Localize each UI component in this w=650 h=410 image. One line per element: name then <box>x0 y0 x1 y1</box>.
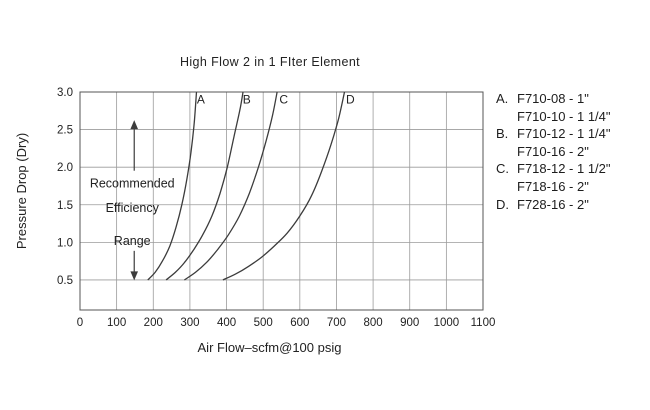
svg-text:200: 200 <box>144 317 163 329</box>
svg-text:700: 700 <box>327 317 346 329</box>
curve-label-C: C <box>279 93 288 107</box>
legend-item: B. F710-12 - 1 1/4" <box>496 125 611 143</box>
legend-item-letter <box>496 143 517 161</box>
legend-item-letter: D. <box>496 196 509 212</box>
svg-text:900: 900 <box>400 317 419 329</box>
annotation-text: Recommended <box>90 177 175 191</box>
legend-item-letter <box>496 108 517 126</box>
legend-item: F710-16 - 2" <box>496 143 611 161</box>
curve-C <box>184 91 278 281</box>
legend-item: F718-16 - 2" <box>496 178 611 196</box>
svg-text:500: 500 <box>254 317 273 329</box>
y-axis-label: Pressure Drop (Dry) <box>14 133 29 249</box>
svg-text:1000: 1000 <box>434 317 460 329</box>
legend-item: A. F710-08 - 1" <box>496 90 611 108</box>
legend-item-letter <box>496 178 517 196</box>
curve-D <box>222 91 346 281</box>
svg-text:1.5: 1.5 <box>57 200 73 212</box>
curve-label-A: A <box>197 93 205 107</box>
legend-item-label: F728-16 - 2" <box>517 196 589 212</box>
curve-B <box>165 91 244 281</box>
legend-item-letter: A. <box>496 91 509 106</box>
legend-item-label: F710-10 - 1 1/4" <box>517 108 611 124</box>
svg-text:1.0: 1.0 <box>57 237 73 249</box>
curve-label-B: B <box>243 93 251 107</box>
svg-text:0.5: 0.5 <box>57 275 73 287</box>
svg-text:400: 400 <box>217 317 236 329</box>
arrow-down-icon <box>130 271 139 281</box>
legend-item: D. F728-16 - 2" <box>496 196 611 214</box>
svg-text:600: 600 <box>290 317 309 329</box>
svg-text:2.5: 2.5 <box>57 125 73 137</box>
svg-text:300: 300 <box>180 317 199 329</box>
legend: A. F710-08 - 1" F710-10 - 1 1/4" B. F710… <box>496 90 611 213</box>
svg-text:100: 100 <box>107 317 126 329</box>
svg-text:1100: 1100 <box>471 317 496 329</box>
annotation-text: Range <box>114 234 151 248</box>
legend-item-label: F710-12 - 1 1/4" <box>517 126 611 142</box>
legend-item-label: F710-16 - 2" <box>517 143 589 159</box>
arrow-up-icon <box>130 120 139 130</box>
annotation-text: Efficiency <box>106 201 160 215</box>
curve-label-D: D <box>346 93 355 107</box>
curve-A <box>147 91 198 281</box>
legend-item-label: F710-08 - 1" <box>517 91 589 106</box>
legend-item: F710-10 - 1 1/4" <box>496 108 611 126</box>
legend-item-label: F718-12 - 1 1/2" <box>517 161 611 177</box>
svg-text:800: 800 <box>363 317 382 329</box>
svg-text:3.0: 3.0 <box>57 87 73 99</box>
legend-item-letter: B. <box>496 126 509 142</box>
x-axis-label: Air Flow–scfm@100 psig <box>198 340 342 355</box>
svg-text:2.0: 2.0 <box>57 162 73 174</box>
legend-item: C. F718-12 - 1 1/2" <box>496 160 611 178</box>
chart-title: High Flow 2 in 1 FIter Element <box>179 55 361 69</box>
legend-item-label: F718-16 - 2" <box>517 178 589 194</box>
legend-item-letter: C. <box>496 161 509 177</box>
svg-text:0: 0 <box>77 317 83 329</box>
